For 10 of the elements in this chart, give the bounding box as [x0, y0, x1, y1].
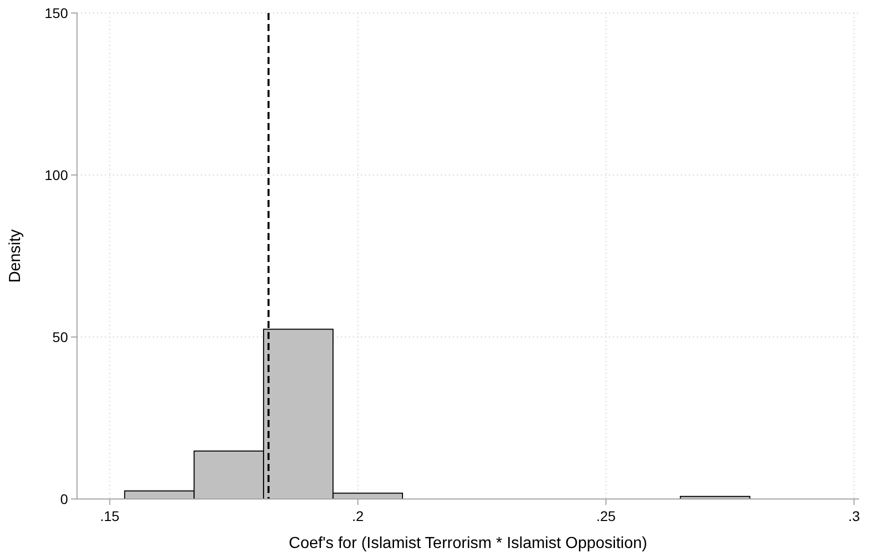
y-axis-title: Density: [7, 229, 24, 283]
y-tick-label: 100: [44, 166, 68, 183]
y-tick-label: 0: [60, 490, 68, 507]
x-tick-label: .3: [848, 508, 860, 524]
x-tick-label: .2: [352, 508, 364, 524]
x-tick-label: .25: [596, 508, 616, 524]
x-tick-label: .15: [100, 508, 120, 524]
x-axis-title: Coef's for (Islamist Terrorism * Islamist Opposition): [288, 535, 648, 552]
y-tick-label: 50: [52, 328, 68, 345]
y-tick-label: 150: [44, 4, 68, 21]
